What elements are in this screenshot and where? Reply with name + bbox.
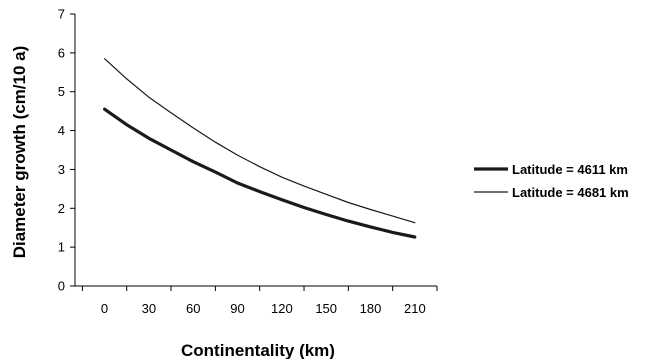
x-tick-label: 0 <box>101 301 108 316</box>
y-tick-label: 5 <box>58 84 65 99</box>
y-tick-label: 3 <box>58 162 65 177</box>
y-axis-title: Diameter growth (cm/10 a) <box>10 46 29 259</box>
y-tick-label: 1 <box>58 240 65 255</box>
x-axis-ticks: 0 30 60 90 120 150 180 210 <box>81 286 438 316</box>
x-tick-label: 90 <box>230 301 244 316</box>
legend-label-2: Latitude = 4681 km <box>512 185 629 200</box>
series-line-2 <box>103 58 416 224</box>
y-tick-label: 7 <box>58 7 65 22</box>
y-tick-label: 2 <box>58 201 65 216</box>
y-tick-label: 6 <box>58 45 65 60</box>
x-tick-label: 180 <box>360 301 382 316</box>
x-axis-title: Continentality (km) <box>181 341 335 359</box>
y-tick-label: 4 <box>58 123 65 138</box>
legend: Latitude = 4611 km Latitude = 4681 km <box>474 162 629 200</box>
x-tick-label: 150 <box>315 301 337 316</box>
series-line-1 <box>102 107 417 239</box>
x-tick-label: 60 <box>186 301 200 316</box>
y-tick-label: 0 <box>58 279 65 294</box>
legend-label-1: Latitude = 4611 km <box>512 162 628 177</box>
x-tick-label: 210 <box>404 301 426 316</box>
series-lines <box>102 58 417 239</box>
y-axis-ticks: 0 1 2 3 4 5 6 7 <box>58 7 75 294</box>
x-tick-label: 120 <box>271 301 293 316</box>
x-tick-label: 30 <box>142 301 156 316</box>
